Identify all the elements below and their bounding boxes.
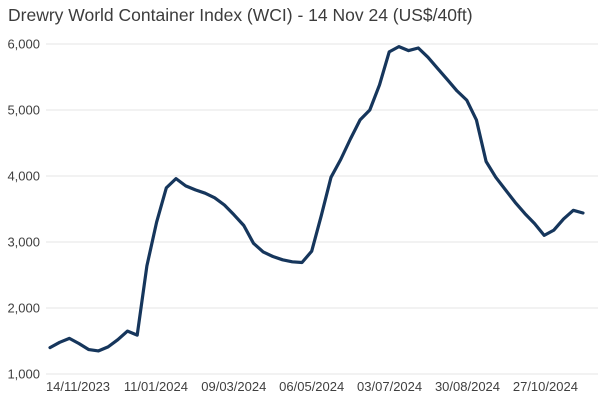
chart-title: Drewry World Container Index (WCI) - 14 … xyxy=(8,5,473,25)
x-axis-tick-label: 14/11/2023 xyxy=(46,379,110,394)
x-axis-tick-label: 27/10/2024 xyxy=(513,379,578,394)
y-axis-tick-label: 3,000 xyxy=(7,235,40,250)
x-axis-tick-label: 30/08/2024 xyxy=(435,379,500,394)
x-axis-tick-label: 09/03/2024 xyxy=(201,379,266,394)
y-axis-tick-label: 6,000 xyxy=(7,37,40,52)
y-axis-tick-label: 4,000 xyxy=(7,169,40,184)
y-axis-tick-label: 2,000 xyxy=(7,301,40,316)
x-axis-tick-label: 03/07/2024 xyxy=(357,379,422,394)
y-axis-tick-label: 1,000 xyxy=(7,367,40,382)
x-axis-tick-label: 06/05/2024 xyxy=(279,379,344,394)
y-axis-tick-label: 5,000 xyxy=(7,103,40,118)
wci-series-line xyxy=(48,44,585,353)
x-axis-tick-label: 11/01/2024 xyxy=(124,379,188,394)
